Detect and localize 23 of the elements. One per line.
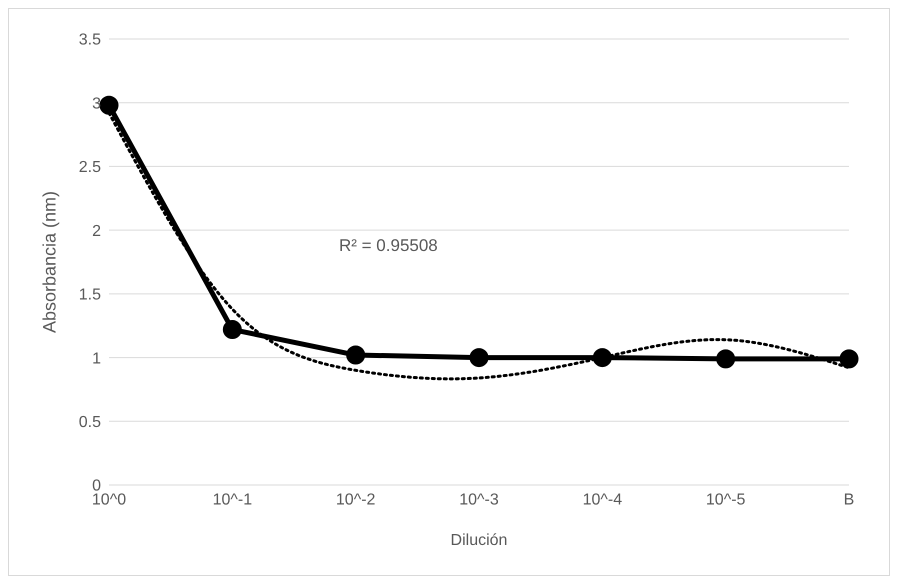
x-axis-title: Dilución xyxy=(450,532,508,549)
point xyxy=(840,349,858,368)
y-tick-label: 3.5 xyxy=(78,32,102,49)
x-tick-label: 10^-1 xyxy=(212,491,252,508)
point xyxy=(222,320,242,340)
x-tick-label: 10^-4 xyxy=(582,491,622,508)
x-tick-label: 10^-5 xyxy=(706,491,746,508)
point xyxy=(592,348,612,368)
y-tick-label: 2.5 xyxy=(78,159,102,176)
y-tick-label: 1.5 xyxy=(78,286,102,304)
y-tick-label: 0.5 xyxy=(78,414,102,431)
y-axis-title: Absorbancia (nm) xyxy=(39,190,60,334)
point xyxy=(716,349,736,368)
y-tick-label: 1 xyxy=(92,350,102,368)
point xyxy=(100,96,118,115)
x-tick-label: 10^-2 xyxy=(336,491,376,508)
point xyxy=(346,346,366,365)
point xyxy=(470,348,488,368)
x-tick-label: B xyxy=(844,491,854,508)
y-tick-label: 2 xyxy=(92,222,102,240)
x-tick-label: 10^-3 xyxy=(459,491,499,508)
annotation: R² = 0.95508 xyxy=(339,236,438,256)
y-tick-label: 3 xyxy=(92,95,102,112)
